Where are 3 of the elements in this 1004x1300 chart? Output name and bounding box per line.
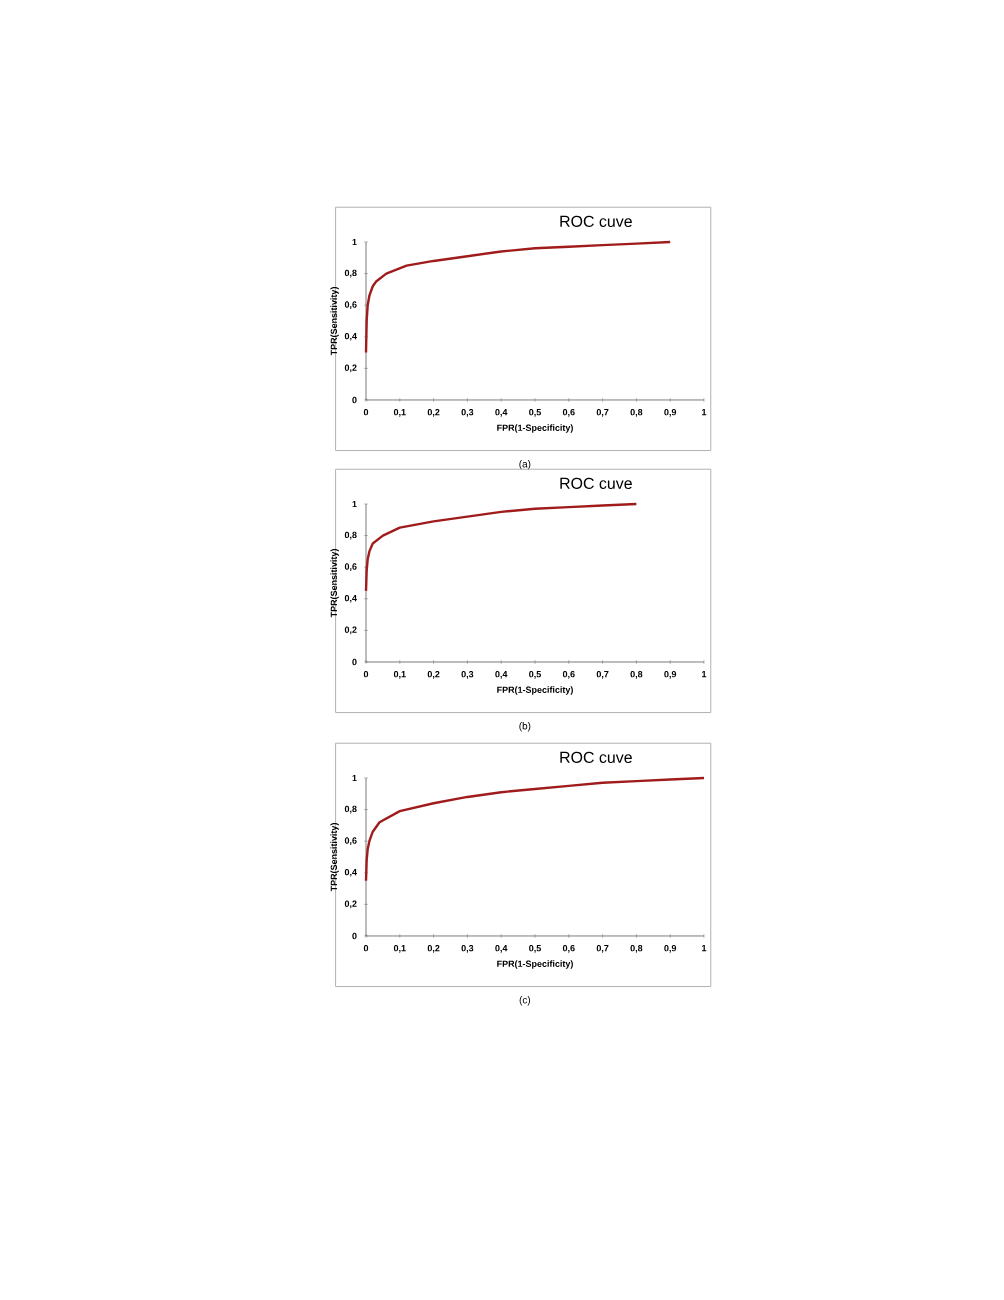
line-series <box>364 776 706 882</box>
line-series <box>364 502 638 593</box>
line-series <box>364 240 672 354</box>
